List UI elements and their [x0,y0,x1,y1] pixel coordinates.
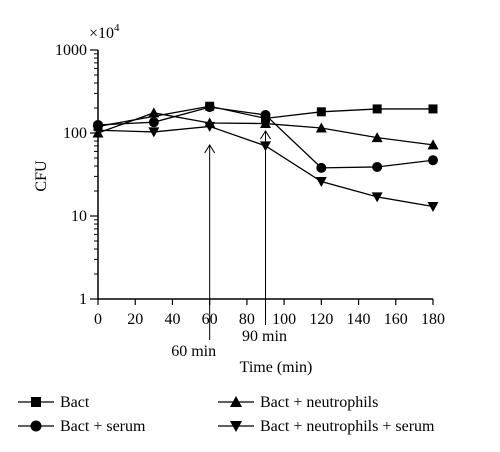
data-point [148,117,159,128]
series [92,101,439,213]
x-tick-label: 0 [94,311,102,328]
y-tick-label: 100 [63,125,87,142]
data-point [260,118,271,129]
x-tick-label: 40 [164,311,180,328]
data-point [204,121,216,132]
y-tick-label: 1000 [55,42,87,59]
y-multiplier-base: ×10 [89,25,114,42]
data-point [372,161,383,172]
y-axis-title: CFU [33,160,50,192]
data-point [315,122,327,133]
data-point [260,109,271,120]
legend-marker [230,396,242,407]
x-tick-label: 160 [384,311,408,328]
legend-marker [31,397,41,407]
annotation-label: 60 min [171,343,216,360]
y-tick-label: 10 [71,208,87,225]
series-2 [93,102,438,173]
annotation-arrow-head [204,144,216,154]
x-tick-label: 180 [421,311,445,328]
data-point [148,127,160,138]
legend-label: Bact [60,394,90,411]
legend-marker [230,421,242,432]
data-point [428,104,438,114]
legend-item: Bact + neutrophils [218,394,378,411]
legend: Bact Bact + serum Bact + neutrophils Bact +… [18,394,435,435]
series-4 [92,121,439,213]
svg-text:×104: ×104 [89,22,120,42]
annotation-label: 90 min [242,328,287,345]
data-point [371,192,383,203]
annotation-arrow-head [260,130,271,140]
data-point [148,107,160,118]
legend-item: Bact [18,394,90,411]
x-tick-label: 140 [347,311,371,328]
data-point [428,155,438,166]
legend-item: Bact + serum [18,418,146,435]
legend-marker [30,420,42,432]
series-line [97,105,433,128]
x-axis-title: Time (min) [240,359,313,376]
data-point [316,107,326,117]
y-multiplier-exponent: 4 [114,22,120,34]
data-point [372,104,382,114]
data-point [371,132,383,143]
annotations: 60 min 90 min [171,130,287,360]
x-tick-label: 20 [127,311,143,328]
legend-label: Bact + neutrophils [260,394,378,411]
legend-label: Bact + neutrophils + serum [260,418,435,435]
data-point [204,102,215,113]
data-point [427,139,439,150]
data-point [427,202,439,213]
data-point [260,141,271,152]
data-point [92,125,104,136]
x-tick-label: 120 [309,311,333,328]
legend-label: Bact + serum [60,418,146,435]
x-tick-label: 100 [272,311,296,328]
legend-item: Bact + neutrophils + serum [218,418,435,435]
y-tick-label: 1 [79,291,87,308]
y-multiplier: ×104 [89,22,120,42]
data-point [315,177,327,188]
x-tick-label: 80 [239,311,255,328]
data-point [316,162,327,173]
